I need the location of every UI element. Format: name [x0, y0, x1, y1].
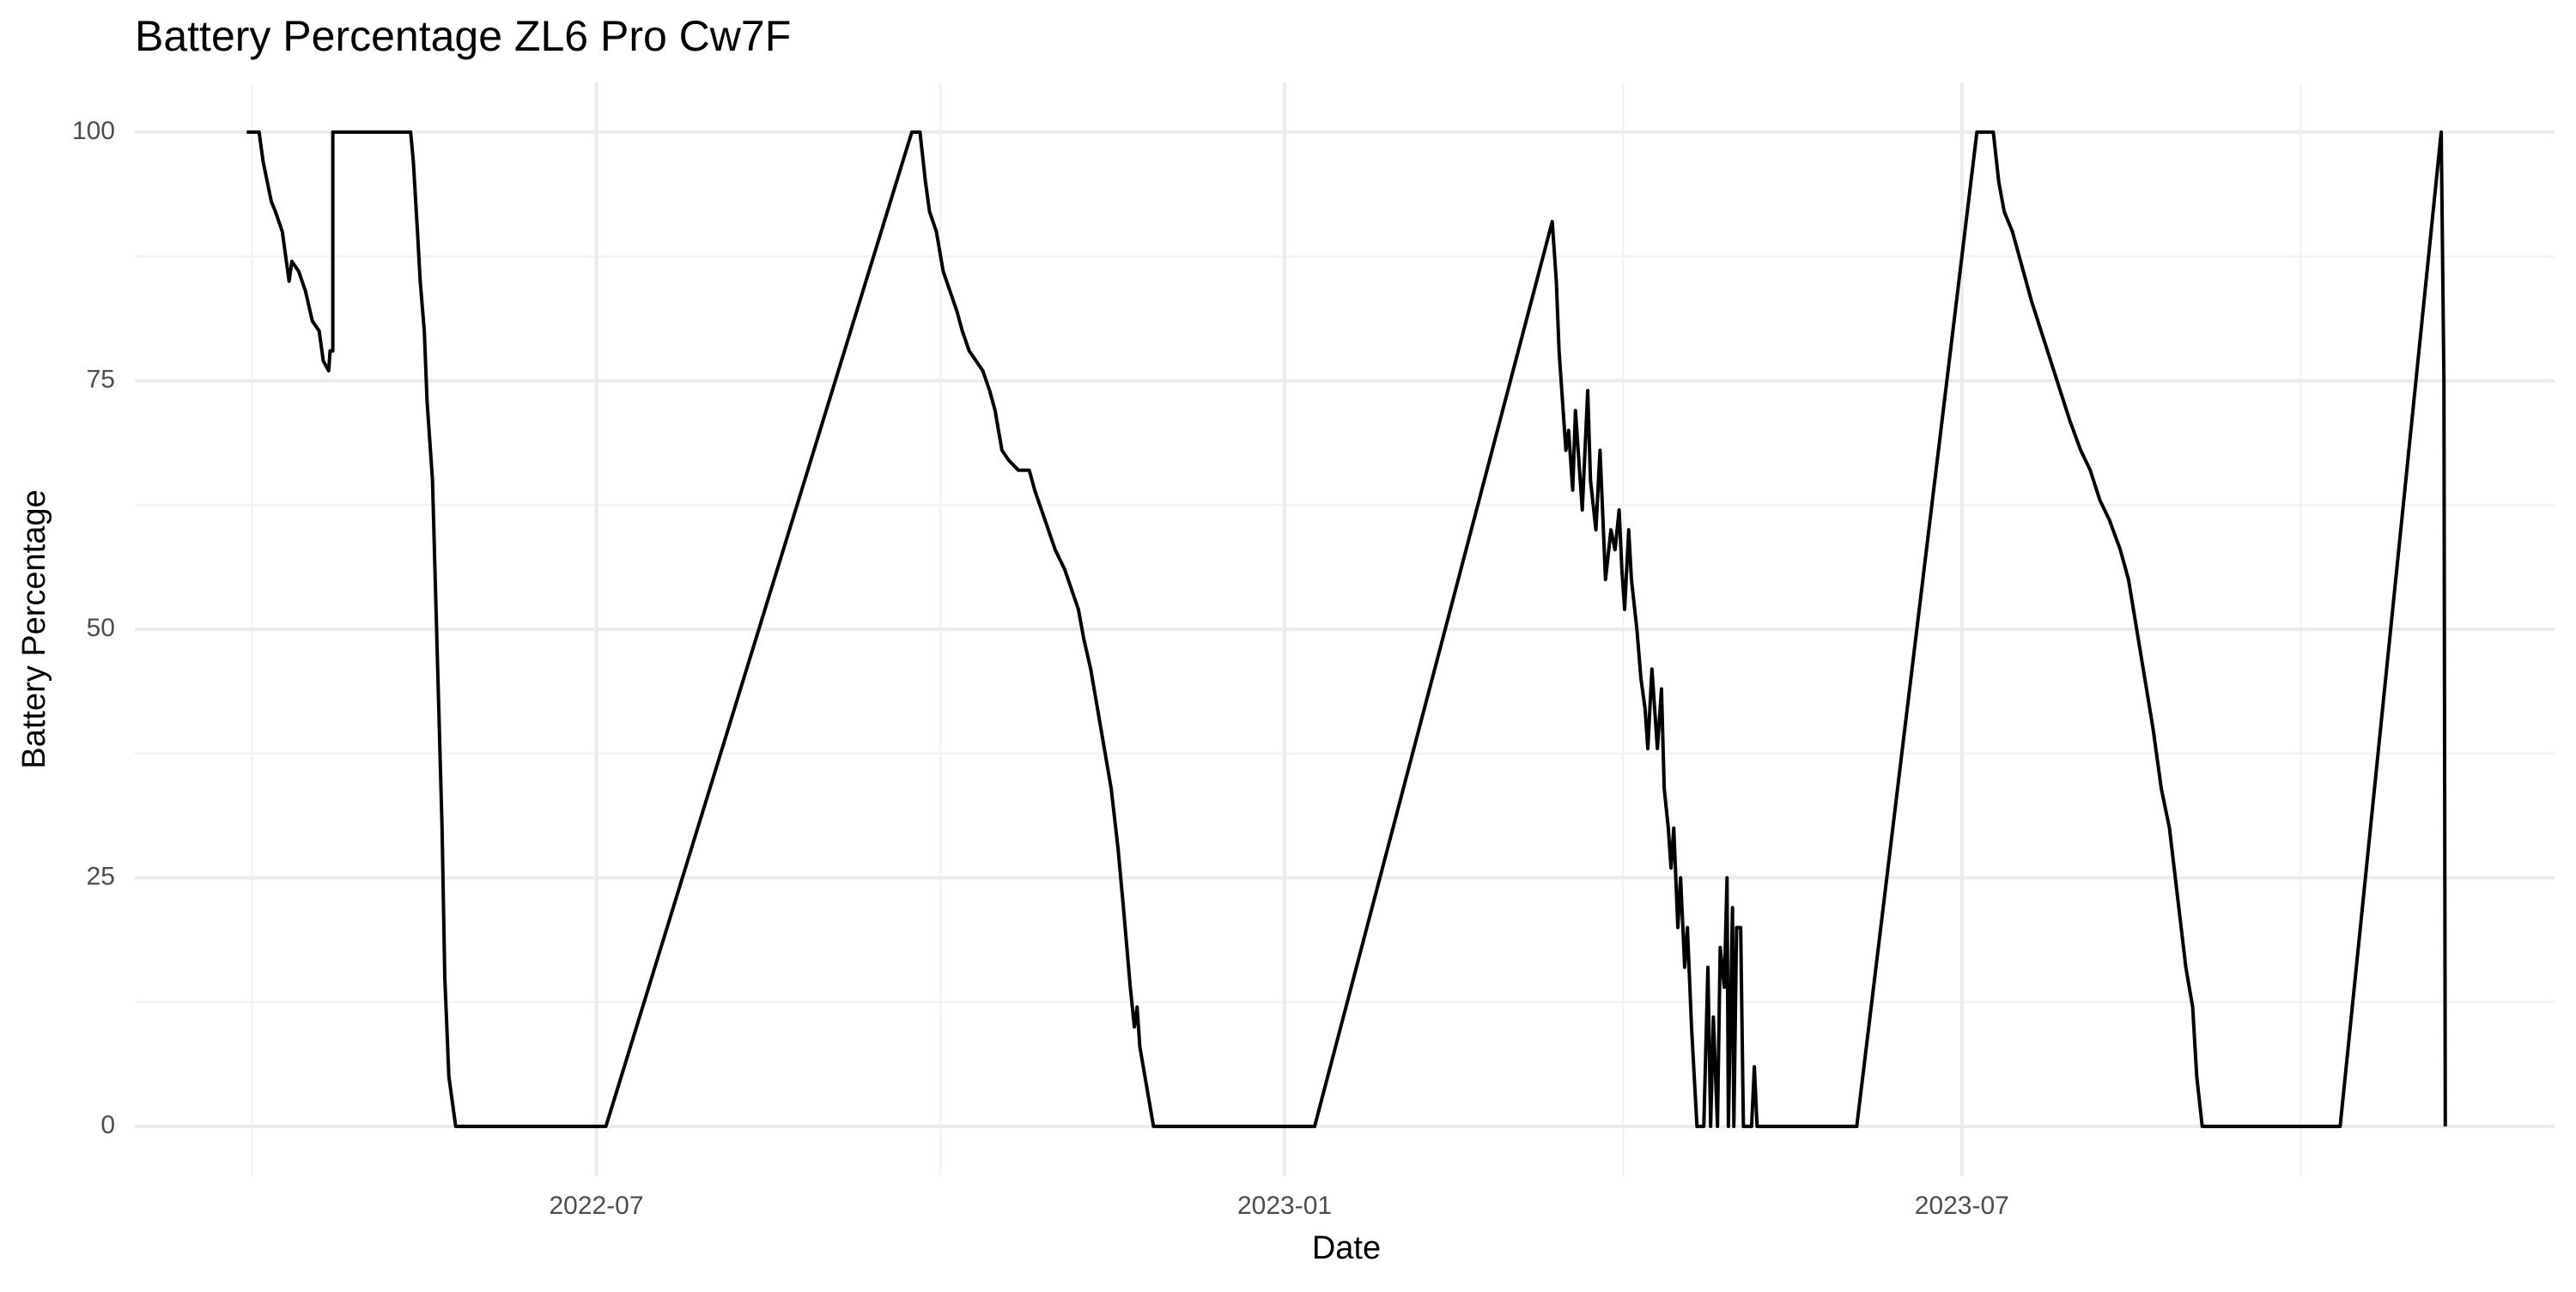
y-tick-label: 0 — [100, 1111, 115, 1139]
y-axis-title: Battery Percentage — [16, 489, 52, 768]
y-tick-label: 75 — [87, 365, 115, 393]
y-tick-label: 50 — [87, 614, 115, 642]
x-axis-title: Date — [1312, 1230, 1381, 1266]
y-tick-label: 25 — [87, 862, 115, 890]
y-tick-label: 100 — [72, 117, 115, 145]
x-tick-label: 2023-01 — [1237, 1192, 1332, 1220]
data-line — [246, 130, 2447, 1129]
chart-title: Battery Percentage ZL6 Pro Cw7F — [135, 12, 791, 60]
x-tick-label: 2022-07 — [549, 1192, 643, 1220]
x-tick-label: 2023-07 — [1915, 1192, 2009, 1220]
